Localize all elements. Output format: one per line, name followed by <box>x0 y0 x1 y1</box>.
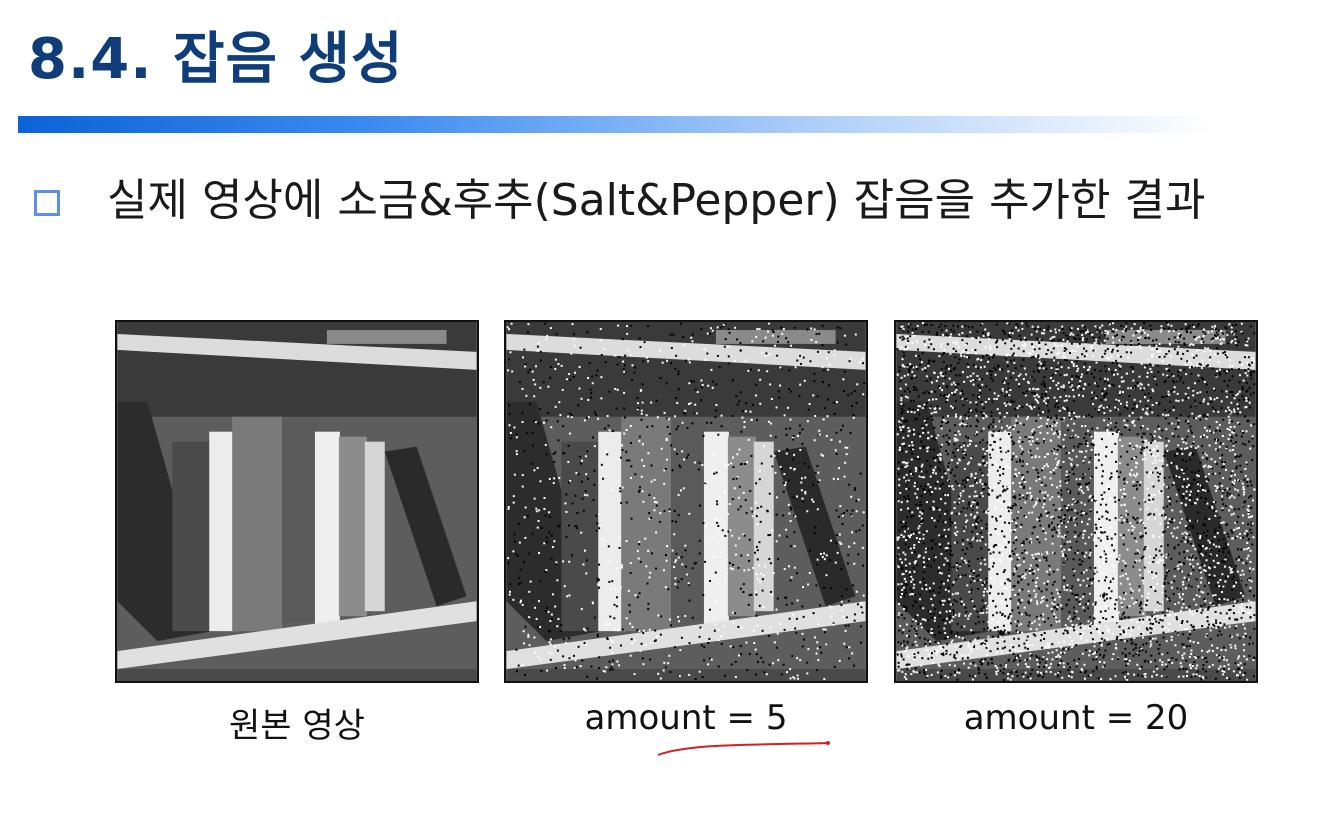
caption-amount-20: amount = 20 <box>963 698 1189 738</box>
bookshelf-image <box>896 322 1256 681</box>
noisy-image-amount-5 <box>504 320 868 683</box>
bookshelf-image <box>506 322 866 681</box>
title-underline-bar <box>18 116 1213 133</box>
caption-amount-5: amount = 5 <box>584 698 788 738</box>
bookshelf-image <box>117 322 477 681</box>
slide-title: 8.4. 잡음 생성 <box>28 27 404 92</box>
caption-original: 원본 영상 <box>229 706 365 746</box>
red-underline-annotation <box>657 741 830 756</box>
original-image <box>115 320 479 683</box>
bullet-text: 실제 영상에 소금&후추(Salt&Pepper) 잡음을 추가한 결과 <box>107 175 1206 226</box>
noisy-image-amount-20 <box>894 320 1258 683</box>
square-bullet-icon <box>34 190 60 216</box>
